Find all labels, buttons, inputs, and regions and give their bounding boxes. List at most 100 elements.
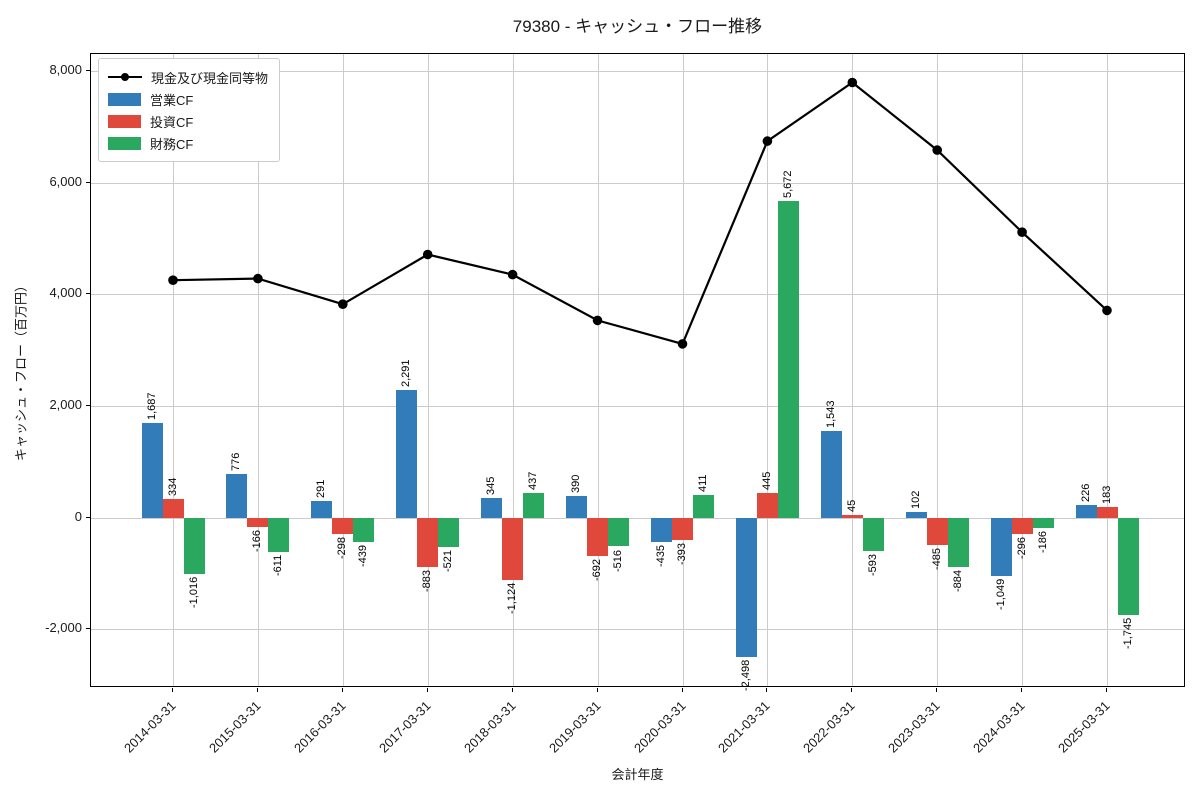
- x-tick-label: 2024-03-31: [970, 698, 1028, 756]
- line-marker: [677, 339, 688, 349]
- line-marker: [1017, 227, 1027, 237]
- bar-営業CF-2019-03-31: [566, 495, 587, 518]
- line-marker: [422, 249, 433, 260]
- gridline-vertical: [512, 54, 514, 686]
- x-tick-label: 2020-03-31: [630, 698, 689, 756]
- x-tick-label: 2025-03-31: [1054, 698, 1113, 756]
- line-marker: [338, 299, 348, 309]
- legend-label: 財務CF: [150, 136, 194, 152]
- bar-財務CF-2022-03-31: [862, 517, 884, 551]
- bar-営業CF-2017-03-31: [396, 389, 418, 518]
- x-axis-tick: [681, 688, 683, 692]
- bar-投資CF-2023-03-31: [926, 517, 948, 545]
- gridline-vertical: [427, 54, 429, 686]
- x-axis-tick: [256, 688, 258, 692]
- y-tick-label: 8,000: [49, 61, 82, 77]
- x-tick-label: 2021-03-31: [715, 698, 773, 756]
- legend-line-marker-icon: [108, 70, 142, 84]
- y-tick-label: 2,000: [49, 396, 82, 412]
- x-tick-label: 2022-03-31: [800, 698, 858, 756]
- x-tick-label: 2017-03-31: [375, 698, 434, 756]
- bar-営業CF-2022-03-31: [820, 431, 842, 518]
- gridline-vertical: [682, 54, 684, 686]
- bar-投資CF-2025-03-31: [1096, 507, 1118, 518]
- bar-財務CF-2025-03-31: [1117, 517, 1139, 616]
- bar-投資CF-2016-03-31: [332, 517, 354, 535]
- bar-投資CF-2020-03-31: [672, 517, 693, 540]
- gridline-horizontal: [91, 70, 1184, 72]
- bar-営業CF-2021-03-31: [735, 517, 757, 658]
- bar-投資CF-2024-03-31: [1011, 517, 1033, 535]
- legend-color-swatch: [108, 92, 141, 106]
- x-tick-label: 2023-03-31: [885, 698, 943, 756]
- bar-営業CF-2018-03-31: [481, 498, 503, 518]
- legend-color-swatch: [108, 114, 141, 128]
- x-axis-tick: [851, 688, 853, 692]
- gridline-horizontal: [91, 405, 1184, 407]
- bar-財務CF-2015-03-31: [268, 517, 290, 552]
- x-axis-tick: [511, 688, 513, 692]
- x-tick-label: 2016-03-31: [290, 698, 349, 756]
- line-marker: [1102, 305, 1112, 316]
- line-series-現金及び現金同等物: [168, 77, 1112, 349]
- y-axis-tick: [86, 404, 90, 406]
- x-axis-tick: [1106, 688, 1107, 692]
- legend-label: 現金及び現金同等物: [151, 70, 269, 86]
- x-tick-label: 2018-03-31: [460, 698, 519, 756]
- x-axis-tick: [426, 688, 428, 692]
- x-tick-label: 2015-03-31: [205, 698, 264, 756]
- x-axis-tick: [766, 688, 768, 692]
- bar-投資CF-2015-03-31: [247, 517, 269, 527]
- line-path: [172, 81, 1108, 346]
- y-axis-tick: [86, 628, 90, 630]
- bar-投資CF-2021-03-31: [756, 492, 778, 518]
- line-marker: [168, 275, 178, 285]
- bar-営業CF-2016-03-31: [311, 501, 333, 518]
- bar-営業CF-2023-03-31: [905, 511, 927, 518]
- x-tick-label: 2014-03-31: [120, 698, 179, 756]
- x-axis-tick: [1021, 688, 1023, 692]
- y-axis-tick: [86, 293, 90, 295]
- legend-label: 営業CF: [150, 92, 194, 108]
- gridline-vertical: [767, 54, 769, 686]
- bar-財務CF-2020-03-31: [693, 494, 714, 518]
- line-marker: [253, 273, 263, 284]
- legend-item-営業CF: 営業CF: [108, 88, 268, 110]
- legend: 現金及び現金同等物 営業CF 投資CF 財務CF: [98, 58, 281, 162]
- bar-投資CF-2014-03-31: [162, 499, 184, 518]
- gridline-horizontal: [91, 629, 1184, 631]
- legend-color-swatch: [108, 136, 141, 150]
- x-axis-tick: [936, 688, 938, 692]
- gridline-vertical: [1022, 54, 1024, 686]
- bar-投資CF-2019-03-31: [587, 517, 608, 557]
- gridline-vertical: [937, 54, 939, 686]
- gridline-vertical: [852, 54, 854, 686]
- bar-営業CF-2020-03-31: [651, 517, 672, 542]
- line-marker: [592, 315, 603, 326]
- bar-財務CF-2016-03-31: [353, 517, 375, 543]
- y-axis-tick: [86, 69, 90, 71]
- y-axis-tick: [86, 516, 90, 518]
- y-tick-label: 6,000: [49, 173, 82, 189]
- gridline-horizontal: [91, 182, 1184, 184]
- legend-item-現金及び現金同等物: 現金及び現金同等物: [108, 66, 268, 88]
- y-tick-label: 0: [74, 508, 82, 524]
- line-marker: [932, 145, 942, 155]
- x-axis-tick: [596, 688, 598, 692]
- line-marker: [847, 77, 858, 88]
- bar-投資CF-2022-03-31: [841, 515, 863, 518]
- line-marker: [507, 269, 518, 280]
- bar-営業CF-2025-03-31: [1075, 505, 1097, 518]
- y-tick-label: 4,000: [49, 285, 82, 301]
- bar-投資CF-2017-03-31: [417, 517, 439, 567]
- x-axis-tick: [341, 688, 343, 692]
- x-tick-label: 2019-03-31: [545, 698, 604, 756]
- y-axis-tick: [86, 181, 90, 183]
- bar-財務CF-2021-03-31: [777, 200, 799, 518]
- bar-営業CF-2014-03-31: [141, 423, 163, 518]
- legend-line-dot: [121, 73, 129, 81]
- legend-item-投資CF: 投資CF: [108, 110, 268, 132]
- gridline-vertical: [173, 54, 174, 686]
- y-tick-label: -2,000: [45, 620, 82, 636]
